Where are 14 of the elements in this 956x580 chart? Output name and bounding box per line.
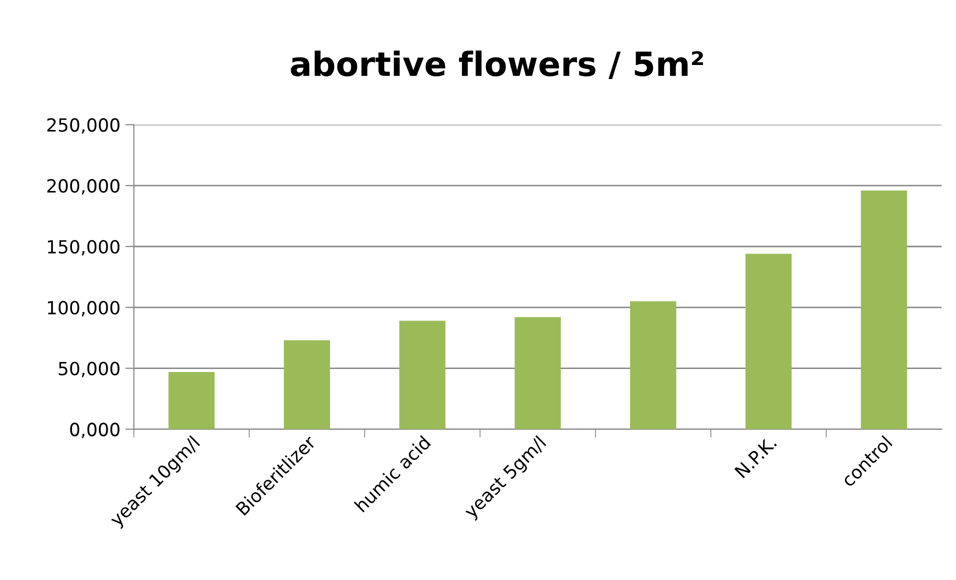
chart-title: abortive flowers / 5m² (290, 50, 703, 79)
bar (168, 372, 215, 430)
bar (860, 190, 908, 430)
y-tick-label: 250,000 (47, 118, 120, 134)
bar (630, 301, 676, 430)
bar (745, 254, 792, 430)
y-tick-label: 100,000 (48, 300, 120, 316)
y-tick-label: 200,000 (47, 179, 120, 195)
y-tick-label: 150,000 (48, 240, 120, 256)
y-tick-label: 50,000 (58, 362, 120, 378)
y-tick-label: 0,000 (70, 422, 120, 438)
bar (514, 317, 561, 430)
bar (284, 340, 330, 430)
bar (399, 320, 446, 430)
